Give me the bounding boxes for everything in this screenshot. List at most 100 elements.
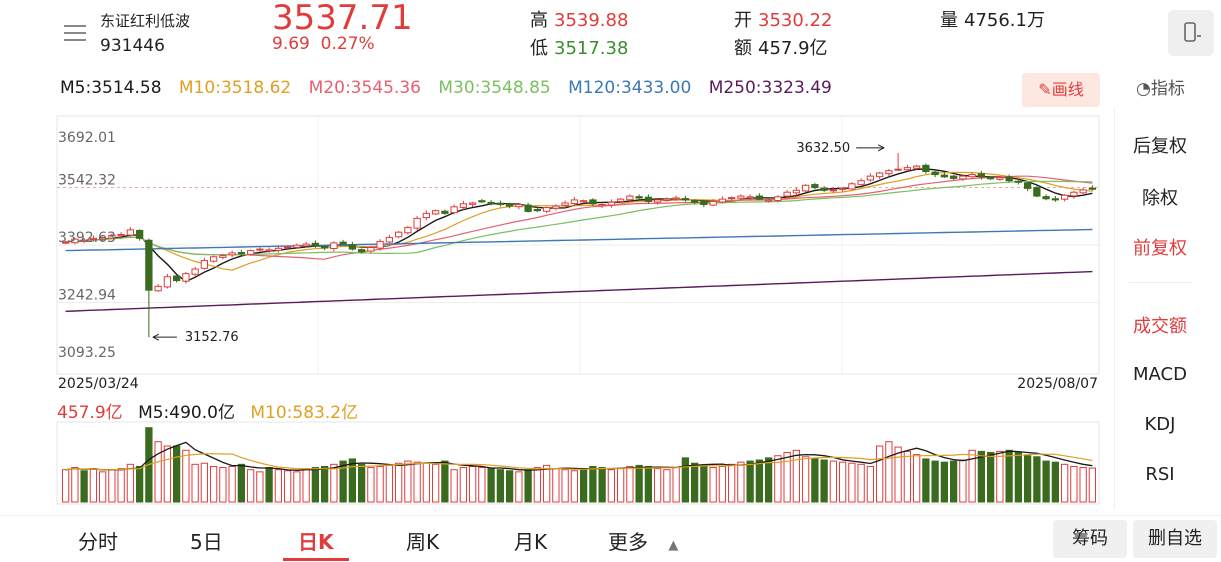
tab-monthly-k[interactable]: 月K bbox=[514, 530, 548, 554]
volume-bar bbox=[1079, 467, 1087, 503]
candle bbox=[71, 237, 79, 245]
volume-bar bbox=[746, 460, 754, 503]
candle-body bbox=[61, 241, 70, 244]
candle-body bbox=[71, 238, 79, 244]
volume-bar bbox=[357, 463, 366, 503]
open-value: 3530.22 bbox=[758, 10, 833, 31]
sidebar-item-rsi[interactable]: RSI bbox=[1145, 464, 1175, 485]
candle bbox=[718, 196, 727, 204]
candle-body bbox=[145, 239, 153, 291]
candle-body bbox=[348, 244, 357, 250]
candle bbox=[61, 241, 70, 245]
volume-bar bbox=[764, 457, 773, 503]
price-grid bbox=[57, 116, 1099, 374]
tab-more[interactable]: 更多 ▲ bbox=[608, 526, 678, 555]
candle bbox=[311, 240, 320, 248]
candle bbox=[348, 241, 357, 251]
candle-body bbox=[450, 206, 458, 214]
candle-body bbox=[607, 201, 616, 206]
y-tick-label: 3392.63 bbox=[58, 230, 116, 246]
chips-button[interactable]: 筹码 bbox=[1053, 520, 1127, 558]
remove-watchlist-button[interactable]: 删自选 bbox=[1133, 520, 1217, 558]
candle-body bbox=[885, 170, 893, 175]
candle-body bbox=[542, 207, 551, 212]
kline-chart[interactable]: 3632.50 3152.76 3692.01 3542.32 3392.63 3242… bbox=[0, 108, 1110, 398]
pencil-icon: ✎ bbox=[1038, 80, 1052, 99]
volume-bar bbox=[922, 458, 930, 503]
candle-body bbox=[727, 197, 736, 200]
candle-body bbox=[515, 204, 523, 208]
volume-legend: 457.9亿 M5:490.0亿 M10:583.2亿 bbox=[57, 398, 368, 423]
volume-bar bbox=[209, 465, 218, 503]
candle-body bbox=[663, 198, 671, 201]
candle-body bbox=[135, 229, 144, 239]
sidebar-item-kdj[interactable]: KDJ bbox=[1144, 414, 1176, 435]
candle bbox=[663, 197, 671, 202]
menu-icon[interactable] bbox=[62, 22, 88, 44]
candle-body bbox=[293, 244, 301, 248]
volume-bar bbox=[385, 464, 394, 503]
volume-bar bbox=[931, 460, 939, 503]
tab-5day[interactable]: 5日 bbox=[190, 530, 223, 554]
volume-value: 4756.1万 bbox=[964, 10, 1045, 31]
candle-body bbox=[376, 240, 384, 249]
candle-body bbox=[339, 241, 347, 245]
candle bbox=[117, 232, 125, 238]
candle bbox=[1033, 185, 1041, 198]
indicator-label: 指标 bbox=[1150, 79, 1185, 99]
volume-bar bbox=[515, 471, 523, 503]
candle bbox=[154, 284, 162, 292]
volume-bar bbox=[431, 463, 440, 503]
caret-up-icon: ▲ bbox=[668, 538, 679, 553]
candle-body bbox=[1033, 187, 1041, 197]
candle bbox=[894, 152, 902, 172]
candle bbox=[1060, 194, 1069, 202]
volume-bar bbox=[811, 458, 819, 503]
candle-body bbox=[857, 180, 865, 185]
candle-body bbox=[524, 204, 532, 212]
sidebar-item-forward-adjust[interactable]: 前复权 bbox=[1133, 238, 1187, 259]
draw-line-label: 画线 bbox=[1051, 80, 1084, 99]
draw-line-button[interactable]: ✎画线 bbox=[1022, 73, 1100, 107]
sidebar-item-turnover[interactable]: 成交额 bbox=[1133, 316, 1187, 337]
low-label: 低 bbox=[530, 38, 548, 59]
candle-body bbox=[265, 249, 273, 252]
indicator-button[interactable]: ◔指标 bbox=[1136, 74, 1185, 99]
ma5-line bbox=[65, 168, 1093, 283]
volume-bar bbox=[1014, 451, 1023, 503]
candle bbox=[478, 198, 486, 203]
volume-ma5-value: M5:490.0亿 bbox=[138, 403, 235, 423]
candle-body bbox=[931, 171, 939, 176]
sidebar-item-back-adjust[interactable]: 后复权 bbox=[1133, 136, 1187, 157]
candle bbox=[653, 198, 662, 205]
volume-chart[interactable] bbox=[0, 420, 1110, 512]
volume-bar bbox=[1088, 467, 1097, 503]
sidebar-item-macd[interactable]: MACD bbox=[1133, 364, 1187, 385]
annotations: 3632.50 3152.76 bbox=[152, 141, 885, 345]
candle-body bbox=[357, 249, 366, 253]
sidebar-item-ex-rights[interactable]: 除权 bbox=[1142, 188, 1178, 209]
volume-bar bbox=[940, 461, 949, 503]
candle-body bbox=[302, 243, 310, 247]
candle-body bbox=[912, 165, 921, 169]
candle-body bbox=[959, 175, 967, 180]
volume-bar bbox=[977, 450, 986, 503]
candle bbox=[811, 182, 819, 190]
candle bbox=[200, 257, 209, 270]
tab-daily-k[interactable]: 日K bbox=[298, 530, 334, 554]
candle bbox=[857, 178, 865, 186]
tab-more-label: 更多 bbox=[608, 530, 648, 554]
device-toggle-button[interactable] bbox=[1168, 10, 1214, 56]
candle-body bbox=[320, 246, 329, 249]
volume-bar bbox=[117, 468, 125, 503]
candle bbox=[626, 194, 634, 202]
candle-body bbox=[774, 196, 782, 201]
tab-weekly-k[interactable]: 周K bbox=[406, 530, 440, 554]
candle-body bbox=[792, 189, 801, 194]
amount-label: 额 bbox=[734, 38, 752, 59]
tab-intraday[interactable]: 分时 bbox=[78, 530, 118, 554]
candle bbox=[283, 245, 292, 251]
volume-bar bbox=[191, 463, 199, 503]
candle-body bbox=[968, 174, 976, 178]
volume-bar bbox=[1060, 463, 1069, 503]
